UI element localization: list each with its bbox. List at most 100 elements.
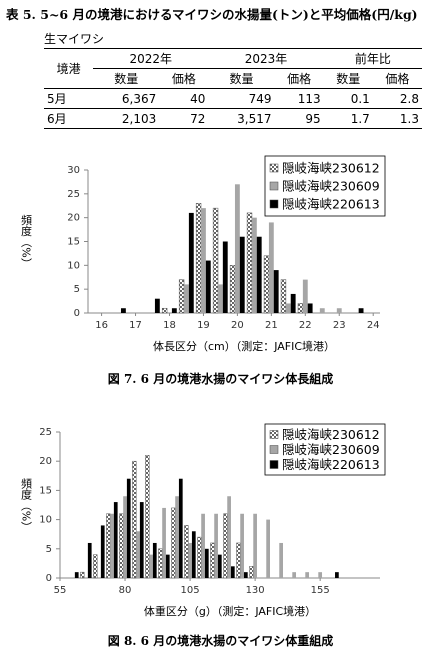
bar (80, 571, 85, 579)
cell: 2,103 (93, 108, 160, 129)
bar (191, 531, 196, 578)
bar (240, 513, 244, 578)
bar (165, 554, 170, 578)
bar (336, 308, 342, 313)
cell: 1.7 (323, 108, 373, 129)
bar (171, 308, 177, 313)
cell: 2.8 (399, 91, 419, 106)
bar (197, 536, 202, 579)
bar (253, 513, 257, 578)
bar (266, 519, 270, 578)
cell: 3,517 (208, 108, 275, 129)
x-axis-label: 体長区分（cm）（測定：JAFIC境港） (153, 339, 335, 353)
y-tick-label: 10 (39, 515, 52, 526)
bar (273, 270, 279, 313)
bar (87, 542, 92, 578)
header-cell: 境港 (44, 48, 94, 89)
subheader-cell: 価格 (159, 68, 209, 89)
bar (201, 513, 205, 578)
bar (145, 455, 150, 579)
x-tick-label: 19 (197, 320, 210, 331)
x-tick-label: 21 (265, 320, 278, 331)
bar (297, 303, 304, 314)
bar (152, 542, 157, 578)
bar (307, 303, 313, 313)
bar (292, 572, 297, 578)
subheader-cell: 数量 (93, 68, 160, 89)
table: 境港 2022年 2023年 前年比 数量 価格 数量 価格 数量 価格 5月 … (44, 48, 422, 129)
bar (222, 241, 228, 313)
bar (106, 513, 111, 579)
row-label: 6月 (44, 108, 94, 129)
y-tick-label: 10 (67, 260, 80, 271)
y-tick-label: 0 (74, 308, 80, 319)
bar (217, 284, 223, 313)
bar (234, 184, 240, 313)
subheader-cell: 価格 (274, 68, 324, 89)
bar (188, 212, 194, 313)
bar (243, 572, 248, 578)
bar (212, 207, 219, 314)
bar (249, 566, 254, 579)
bar (318, 572, 323, 578)
bar (120, 308, 126, 313)
bar (230, 566, 235, 578)
x-tick-label: 23 (333, 320, 346, 331)
x-tick-label: 24 (367, 320, 380, 331)
bar (201, 208, 206, 313)
bar (210, 542, 215, 579)
cell: 6,367 (121, 91, 157, 106)
cell: 72 (159, 108, 209, 129)
bar (217, 554, 222, 578)
legend-swatch (269, 199, 279, 209)
subheader-cell: 価格 (372, 68, 422, 89)
y-axis-label: 頻度（%） (20, 213, 33, 269)
cell: 749 (248, 91, 272, 106)
y-tick-label: 15 (39, 485, 52, 496)
bar (236, 542, 241, 579)
bar (93, 554, 98, 579)
legend-swatch (269, 445, 279, 454)
figure-caption: 図 8. 6 月の境港水揚のマイワシ体重組成 (107, 634, 334, 648)
bar (204, 548, 209, 578)
y-tick-label: 25 (67, 189, 80, 200)
x-tick-label: 55 (54, 585, 67, 596)
header-cell: 2023年 (208, 48, 324, 69)
bar (223, 513, 228, 579)
legend-box (264, 423, 386, 476)
bar (126, 478, 131, 578)
bar (239, 236, 245, 313)
bar (149, 554, 153, 578)
bar (195, 203, 202, 314)
bar (113, 502, 118, 578)
table-caption: 生マイワシ (44, 32, 105, 46)
cell: 113 (297, 91, 321, 106)
legend-swatch (269, 181, 279, 191)
bar (162, 507, 166, 578)
y-axis-label: 頻度（%） (20, 476, 33, 532)
legend-label: 隠岐海峡230612 (282, 161, 380, 176)
x-tick-label: 17 (129, 320, 142, 331)
legend-label: 隠岐海峡230609 (282, 179, 380, 194)
subheader-cell: 数量 (323, 68, 373, 89)
cell: 40 (190, 91, 206, 106)
x-tick-label: 80 (119, 585, 132, 596)
bar (139, 502, 144, 578)
header-cell: 2022年 (93, 48, 209, 69)
bar (119, 513, 124, 579)
bar (280, 279, 287, 314)
bar (358, 308, 364, 313)
table-title: 表 5. 5~6 月の境港におけるマイワシの水揚量(トン)と平均価格(円/kg) (6, 7, 418, 22)
y-tick-label: 5 (74, 284, 80, 295)
cell: 1.3 (372, 108, 422, 129)
row-label: 5月 (47, 92, 67, 106)
legend-label: 隠岐海峡220613 (282, 457, 380, 472)
chart: 0 5 10 15 20 25 55 80 105 130 155 隠岐海峡230612隠岐海峡230… (20, 423, 386, 618)
bar (290, 293, 296, 313)
x-tick-label: 18 (163, 320, 176, 331)
x-axis-label: 体重区分（g）（測定：JAFIC境港） (144, 604, 316, 618)
y-tick-label: 30 (67, 165, 80, 176)
bar (335, 572, 339, 578)
bar (229, 265, 236, 314)
x-tick-label: 20 (231, 320, 244, 331)
